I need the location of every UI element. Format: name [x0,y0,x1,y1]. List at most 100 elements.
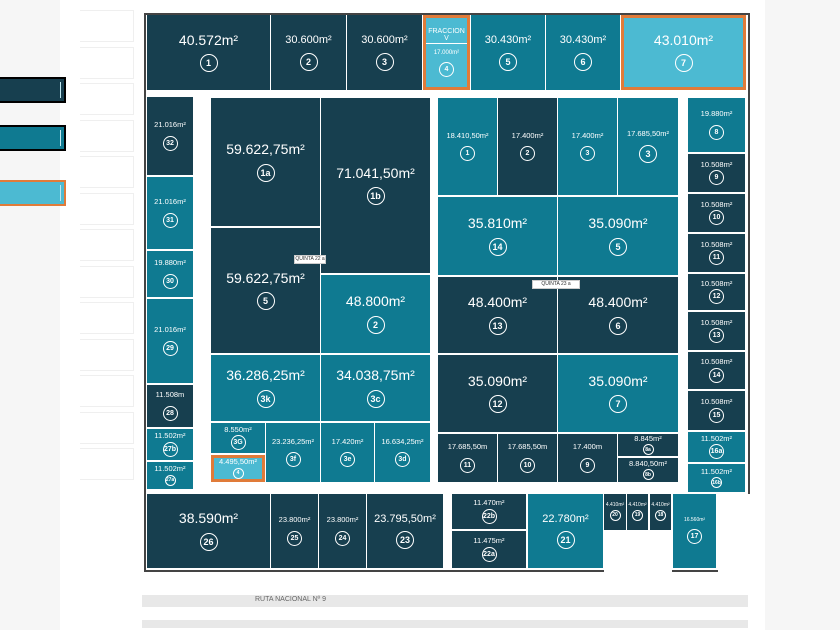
lot-3f[interactable]: 23.236,25m² 3f [266,423,320,482]
lot-18[interactable]: 4.410m² 18 [650,494,671,530]
lot-30[interactable]: 19.880m² 30 [147,251,193,297]
lot-3e[interactable]: 17.420m² 3e [321,423,374,482]
lot-number: 3e [340,452,355,468]
lot-27b[interactable]: 11.502m² 27b [147,429,193,460]
lot-16b[interactable]: 11.502m² 16b [688,464,745,492]
lot-10[interactable]: 10.508m² 10 [688,194,745,232]
lot-number: 1 [460,146,475,162]
lot-area: 17.420m² [331,436,364,446]
lot-2[interactable]: 30.600m² 2 [271,15,346,90]
lot-8a[interactable]: 8.845m² 8a [618,434,678,456]
right-panel [765,0,840,630]
lot-32[interactable]: 21.016m² 32 [147,97,193,175]
lot-11[interactable]: 10.508m² 11 [688,234,745,272]
lot-3[interactable]: 17.400m² 3 [558,98,617,195]
lot-number: 12 [709,289,724,305]
ghost-box [80,302,134,334]
lot-9[interactable]: 17.400m 9 [558,434,617,482]
lot-number: 4 [439,62,454,78]
lot-22b[interactable]: 11.470m² 22b [452,494,526,529]
lot-3[interactable]: 17.685,50m² 3 [618,98,678,195]
ghost-box [80,375,134,407]
lot-26[interactable]: 38.590m² 26 [147,494,270,568]
lot-area: 10.508m² [700,397,733,407]
lot-15[interactable]: 10.508m² 15 [688,391,745,430]
lot-number: 19 [632,509,643,521]
lot-area: 21.016m² [154,197,186,207]
lot-3k[interactable]: 36.286,25m² 3k [211,355,320,421]
lot-3[interactable]: 30.600m² 3 [347,15,422,90]
lot-number: 22a [481,546,497,562]
lot-2[interactable]: 17.400m² 2 [498,98,557,195]
lot-7[interactable]: 43.010m² 7 [621,15,746,90]
lot-13[interactable]: 48.400m² 13 [438,277,557,353]
lot-22a[interactable]: 11.475m² 22a [452,531,526,568]
site-notch [604,532,672,574]
lot-27a[interactable]: 11.502m² 27a [147,462,193,489]
lot-area: 11.475m² [473,536,505,546]
lot-7[interactable]: 35.090m² 7 [558,355,678,432]
lot-area: 21.016m² [154,325,186,335]
lot-24[interactable]: 23.800m² 24 [319,494,366,568]
lot-1b[interactable]: 71.041,50m² 1b [321,98,430,273]
lot-5[interactable]: 35.090m² 5 [558,197,678,275]
lot-21[interactable]: 22.780m² 21 [528,494,603,568]
lot-12[interactable]: 10.508m² 12 [688,274,745,310]
lot-number: 22b [481,508,497,524]
lot-13[interactable]: 10.508m² 13 [688,312,745,350]
lot-number: 21 [556,531,575,550]
lot-area: 43.010m² [653,31,714,48]
lot-31[interactable]: 21.016m² 31 [147,177,193,249]
lot-number: 30 [162,273,178,289]
lot-6[interactable]: 48.400m² 6 [558,277,678,353]
lot-number: 16a [709,444,724,460]
lot-area: 8.550m² [224,424,252,434]
lot-16a[interactable]: 11.502m² 16a [688,432,745,462]
lot-9[interactable]: 10.508m² 9 [688,154,745,192]
lot-area: 10.508m² [700,199,733,209]
lot-3c[interactable]: 34.038,75m² 3c [321,355,430,421]
lot-number: 11 [460,457,475,473]
lot-area: 4.410m² [605,502,625,509]
lot-area: 11.502m² [154,431,186,441]
lot-5[interactable]: 59.622,75m² 5 [211,228,320,353]
lot-12[interactable]: 35.090m² 12 [438,355,557,432]
lot-28[interactable]: 11.508m 28 [147,385,193,427]
lot-2[interactable]: 48.800m² 2 [321,275,430,353]
lot-number: 20 [609,509,621,521]
lot-11[interactable]: 17.685,50m 11 [438,434,497,482]
lot-number: 27b [162,441,178,457]
lot-4[interactable]: 4.495,50m² 4 [211,455,265,482]
lot-23[interactable]: 23.795,50m² 23 [367,494,443,568]
lot-area: 17.400m² [511,130,544,140]
lot-8b[interactable]: 8.840,50m² 8b [618,458,678,482]
lot-25[interactable]: 23.800m² 25 [271,494,318,568]
lot-number: 14 [709,367,724,383]
lot-6[interactable]: 30.430m² 6 [546,15,620,90]
lot-4[interactable]: FRACCION V 17.000m² 4 [423,15,470,90]
lot-10[interactable]: 17.685,50m 10 [498,434,557,482]
lot-8[interactable]: 19.880m² 8 [688,98,745,152]
fraccion-label: FRACCION V [426,28,467,44]
lot-number: 2 [520,146,535,162]
ghost-box [80,119,134,152]
lot-19[interactable]: 4.410m² 19 [627,494,648,530]
lot-area: 30.430m² [559,34,607,47]
lot-area: 16.560m² [683,516,706,523]
lot-1[interactable]: 40.572m² 1 [147,15,270,90]
lot-20[interactable]: 4.410m² 20 [604,494,626,530]
lot-3d[interactable]: 16.634,25m² 3d [375,423,430,482]
lot-29[interactable]: 21.016m² 29 [147,299,193,383]
lot-17[interactable]: 16.560m² 17 [673,494,716,568]
lot-1[interactable]: 18.410,50m² 1 [438,98,497,195]
lot-5[interactable]: 30.430m² 5 [471,15,545,90]
lot-14[interactable]: 10.508m² 14 [688,352,745,389]
lot-area: 35.810m² [467,215,528,232]
lot-3G[interactable]: 8.550m² 3G [211,423,265,453]
lot-area: 17.000m² [433,49,460,56]
lot-area: 36.286,25m² [226,367,305,384]
lot-14[interactable]: 35.810m² 14 [438,197,557,275]
lot-area: 35.090m² [588,215,648,232]
lot-area: 38.590m² [178,510,239,527]
lot-1a[interactable]: 59.622,75m² 1a [211,98,320,226]
